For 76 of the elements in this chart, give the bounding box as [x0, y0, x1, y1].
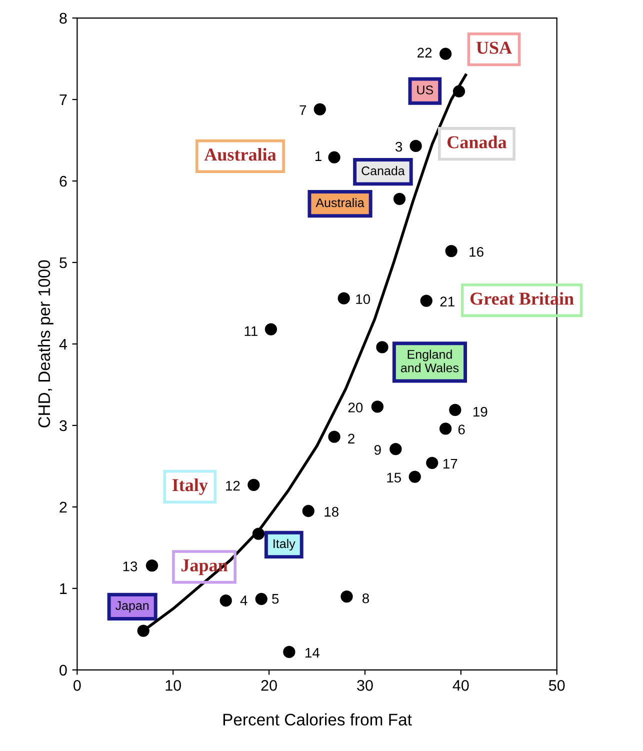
annotation: 1 [315, 151, 322, 161]
point [390, 443, 402, 456]
point [146, 560, 158, 572]
annotation: 9 [374, 444, 381, 455]
y-tick-label: 7 [60, 94, 67, 106]
annotation: 5 [272, 594, 279, 604]
point [338, 292, 350, 304]
annotation: Australia [204, 148, 276, 161]
point [439, 422, 452, 435]
y-tick-label: 3 [60, 420, 67, 432]
annotation: Canada [362, 166, 405, 176]
point [452, 85, 466, 98]
point [445, 244, 458, 258]
point [314, 103, 326, 116]
point [376, 341, 388, 354]
y-tick-label: 5 [60, 258, 67, 268]
point [408, 470, 421, 483]
point [393, 192, 406, 205]
point [220, 594, 232, 607]
point [439, 48, 452, 60]
point [302, 504, 314, 518]
annotation: Japan [115, 601, 149, 612]
x-tick-label: 50 [548, 680, 565, 691]
annotation: 3 [395, 142, 402, 152]
point [328, 430, 340, 443]
annotation: 6 [458, 424, 465, 434]
annotation: 14 [306, 648, 320, 658]
point [449, 404, 462, 416]
annotation: Italy [172, 478, 208, 495]
annotation: 7 [300, 105, 306, 115]
annotation: USA [476, 42, 512, 54]
y-tick-label: 1 [60, 583, 67, 594]
y-axis-title: CHD, Deaths per 1000 [38, 260, 54, 428]
annotation: 19 [473, 406, 488, 417]
annotation: 8 [362, 593, 369, 604]
x-tick-label: 40 [452, 680, 469, 691]
point [264, 323, 278, 336]
x-tick-label: 10 [166, 680, 181, 691]
x-tick-label: 30 [357, 680, 373, 691]
annotation: 16 [470, 246, 484, 257]
point [426, 456, 438, 469]
annotation: 17 [443, 458, 458, 469]
point [420, 294, 432, 307]
point [248, 478, 260, 491]
y-tick-label: 8 [60, 12, 67, 24]
annotation: 18 [324, 506, 338, 517]
annotation: 2 [348, 434, 354, 444]
annotation: US [417, 86, 434, 94]
annotation: Canada [448, 136, 507, 148]
annotation: 22 [418, 48, 432, 58]
annotation: 21 [440, 296, 454, 306]
point [410, 140, 422, 152]
point [328, 151, 340, 164]
y-tick-label: 4 [59, 338, 67, 350]
point [371, 400, 384, 413]
annotation: 13 [123, 561, 138, 572]
y-tick-label: 2 [60, 502, 67, 512]
point [283, 646, 296, 658]
x-axis-title: Percent Calories from Fat [223, 713, 412, 726]
x-tick-label: 0 [74, 680, 81, 691]
annotation: 11 [244, 326, 258, 336]
annotation: 12 [226, 480, 240, 491]
annotation: Italy [274, 538, 296, 551]
annotation: 4 [240, 596, 248, 606]
annotation: 10 [356, 294, 370, 304]
point [340, 590, 353, 603]
annotation: 20 [348, 402, 363, 412]
x-tick-label: 20 [261, 680, 277, 691]
annotation: Australia [316, 198, 364, 208]
y-tick-label: 6 [60, 176, 67, 187]
y-tick-label: 0 [60, 664, 67, 676]
annotation: 15 [387, 472, 401, 483]
point [252, 528, 265, 540]
point [255, 592, 268, 606]
annotation: England and Wales [400, 350, 459, 372]
point [137, 624, 150, 637]
